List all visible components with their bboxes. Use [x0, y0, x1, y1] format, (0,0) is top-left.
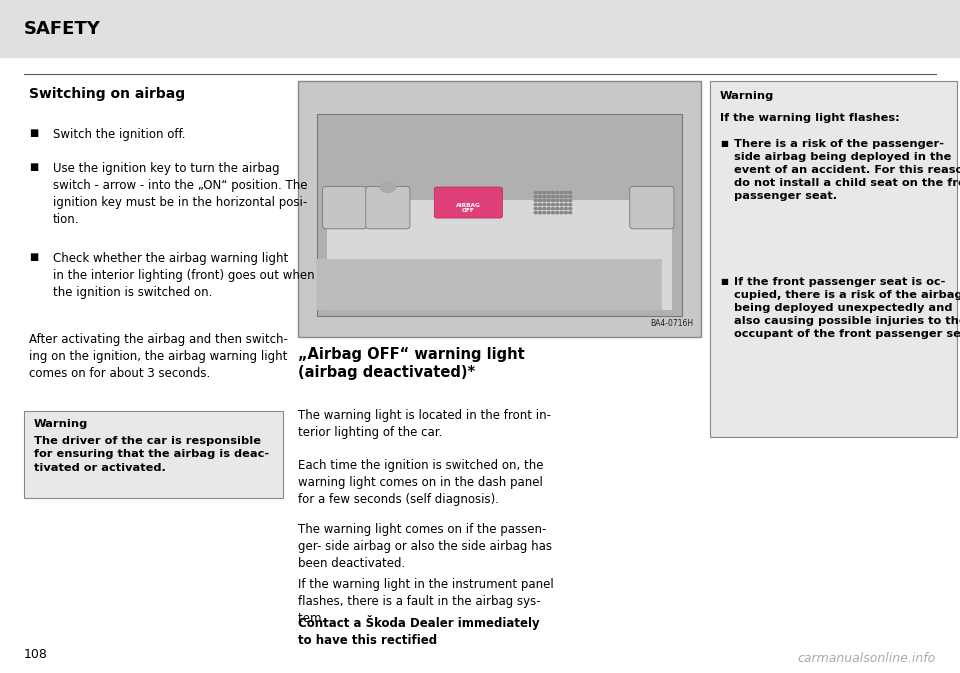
Circle shape: [551, 195, 555, 198]
Circle shape: [542, 199, 546, 202]
Circle shape: [560, 199, 564, 202]
Text: SAFETY: SAFETY: [24, 20, 101, 38]
Circle shape: [547, 199, 550, 202]
Text: ■: ■: [29, 162, 38, 172]
Bar: [0, 0, 960, 57]
Circle shape: [542, 203, 546, 206]
Circle shape: [556, 211, 559, 214]
Text: Check whether the airbag warning light
in the interior lighting (front) goes out: Check whether the airbag warning light i…: [53, 252, 315, 299]
Circle shape: [539, 199, 541, 202]
Text: If the warning light flashes:: If the warning light flashes:: [720, 113, 900, 123]
Text: The warning light is located in the front in-
terior lighting of the car.: The warning light is located in the fron…: [298, 409, 551, 439]
Circle shape: [534, 207, 538, 210]
Circle shape: [534, 211, 538, 214]
Circle shape: [534, 203, 538, 206]
Circle shape: [564, 199, 567, 202]
Circle shape: [547, 195, 550, 198]
Text: Contact a Škoda Dealer immediately
to have this rectified: Contact a Škoda Dealer immediately to ha…: [298, 615, 540, 647]
Circle shape: [534, 199, 538, 202]
Circle shape: [551, 207, 555, 210]
Text: After activating the airbag and then switch-
ing on the ignition, the airbag war: After activating the airbag and then swi…: [29, 333, 288, 380]
Circle shape: [539, 195, 541, 198]
Circle shape: [542, 211, 546, 214]
Circle shape: [564, 203, 567, 206]
Circle shape: [551, 199, 555, 202]
Text: 108: 108: [24, 648, 48, 661]
Text: Switch the ignition off.: Switch the ignition off.: [53, 128, 185, 141]
Circle shape: [556, 203, 559, 206]
Text: If the front passenger seat is oc-
cupied, there is a risk of the airbag
being d: If the front passenger seat is oc- cupie…: [734, 277, 960, 339]
Text: Warning: Warning: [34, 419, 88, 429]
Circle shape: [568, 199, 572, 202]
Text: Switching on airbag: Switching on airbag: [29, 87, 185, 102]
Text: The driver of the car is responsible
for ensuring that the airbag is deac-
tivat: The driver of the car is responsible for…: [34, 436, 269, 472]
Text: BA4-0716H: BA4-0716H: [650, 320, 693, 328]
Circle shape: [568, 191, 572, 194]
Circle shape: [564, 211, 567, 214]
Circle shape: [547, 203, 550, 206]
Bar: [24, 411, 283, 498]
Text: Use the ignition key to turn the airbag
switch - arrow - into the „ON“ position.: Use the ignition key to turn the airbag …: [53, 162, 307, 225]
Text: carmanualsonline.info: carmanualsonline.info: [798, 652, 936, 665]
Circle shape: [542, 207, 546, 210]
Bar: [317, 114, 682, 316]
FancyBboxPatch shape: [434, 187, 502, 218]
Bar: [326, 199, 672, 310]
Text: ■: ■: [29, 252, 38, 262]
Bar: [298, 81, 701, 336]
Circle shape: [564, 191, 567, 194]
Circle shape: [560, 207, 564, 210]
Circle shape: [547, 207, 550, 210]
Circle shape: [560, 195, 564, 198]
Circle shape: [534, 195, 538, 198]
Text: ■: ■: [720, 277, 728, 285]
Circle shape: [564, 195, 567, 198]
Text: The warning light comes on if the passen-
ger- side airbag or also the side airb: The warning light comes on if the passen…: [298, 523, 552, 570]
Circle shape: [534, 191, 538, 194]
Circle shape: [380, 182, 396, 192]
Circle shape: [547, 191, 550, 194]
FancyBboxPatch shape: [366, 186, 410, 229]
Circle shape: [542, 195, 546, 198]
Circle shape: [568, 203, 572, 206]
Circle shape: [560, 191, 564, 194]
Circle shape: [568, 207, 572, 210]
Circle shape: [539, 203, 541, 206]
Circle shape: [551, 203, 555, 206]
Circle shape: [564, 207, 567, 210]
Circle shape: [556, 195, 559, 198]
Circle shape: [560, 203, 564, 206]
Circle shape: [539, 207, 541, 210]
Bar: [710, 81, 957, 437]
Circle shape: [542, 191, 546, 194]
Circle shape: [547, 211, 550, 214]
Text: ■: ■: [720, 139, 728, 147]
FancyBboxPatch shape: [630, 186, 674, 229]
Circle shape: [556, 199, 559, 202]
Text: AIRBAG
OFF: AIRBAG OFF: [456, 203, 481, 213]
Circle shape: [568, 195, 572, 198]
Text: Each time the ignition is switched on, the
warning light comes on in the dash pa: Each time the ignition is switched on, t…: [298, 459, 543, 506]
Text: „Airbag OFF“ warning light
(airbag deactivated)*: „Airbag OFF“ warning light (airbag deact…: [298, 347, 524, 380]
Text: ■: ■: [29, 128, 38, 138]
Circle shape: [556, 191, 559, 194]
Text: If the warning light in the instrument panel
flashes, there is a fault in the ai: If the warning light in the instrument p…: [298, 578, 553, 625]
FancyBboxPatch shape: [323, 186, 367, 229]
Circle shape: [539, 211, 541, 214]
Circle shape: [551, 191, 555, 194]
Text: Warning: Warning: [720, 91, 775, 101]
Circle shape: [539, 191, 541, 194]
Circle shape: [556, 207, 559, 210]
Circle shape: [560, 211, 564, 214]
Text: There is a risk of the passenger-
side airbag being deployed in the
event of an : There is a risk of the passenger- side a…: [734, 139, 960, 201]
Circle shape: [568, 211, 572, 214]
Circle shape: [551, 211, 555, 214]
Bar: [317, 259, 662, 310]
